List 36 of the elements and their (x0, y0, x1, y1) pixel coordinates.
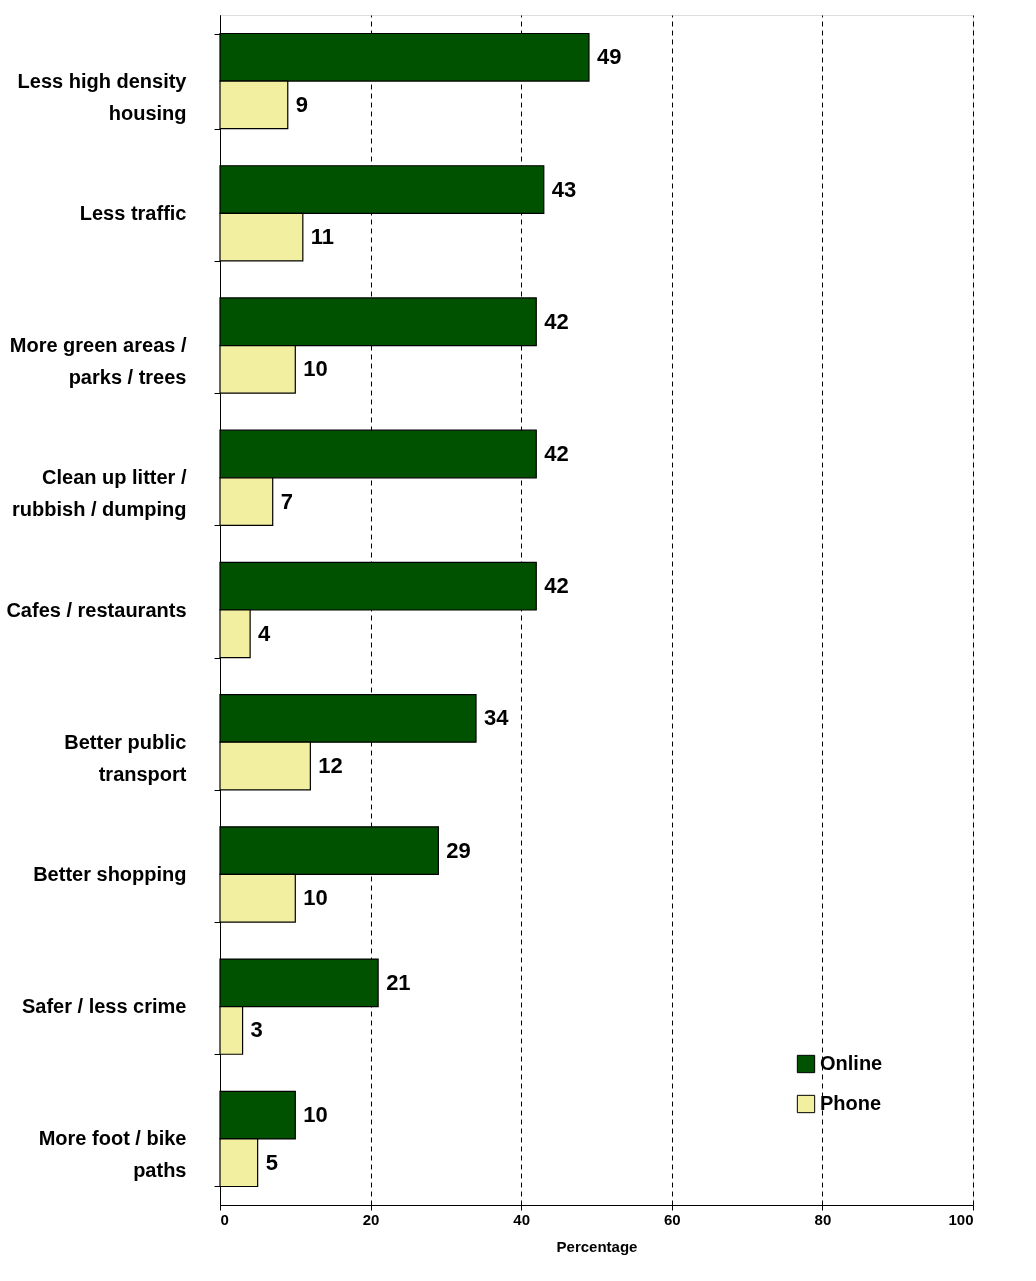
y-tick-label: Less traffic (79, 201, 187, 224)
x-axis-title: Percentage (556, 1237, 638, 1255)
y-tick-label: More green areas / parks / trees (9, 334, 187, 389)
data-label: 49 (596, 44, 622, 70)
data-label: 5 (265, 1149, 278, 1175)
y-tick-label: Less high density housing (17, 69, 188, 124)
y-tick-label: More foot / bike paths (38, 1127, 187, 1182)
y-tick-label: Better shopping (33, 862, 187, 885)
y-tick-label: Clean up litter / rubbish / dumping (12, 466, 187, 521)
data-label: 10 (303, 1102, 328, 1128)
data-label: 7 (280, 488, 293, 514)
data-label: 34 (484, 705, 510, 731)
legend-label: Phone (820, 1092, 882, 1114)
x-tick-label: 0 (220, 1210, 229, 1228)
y-tick-label: Better public transport (64, 730, 187, 785)
data-label: 11 (310, 224, 335, 250)
data-label: 12 (318, 753, 343, 779)
data-label: 42 (544, 440, 569, 466)
x-tick-label: 100 (948, 1210, 974, 1228)
data-label: 9 (295, 91, 309, 117)
data-label: 10 (303, 356, 328, 382)
data-label: 43 (551, 176, 577, 202)
data-label: 3 (250, 1017, 263, 1043)
y-tick-label: Safer / less crime (21, 995, 187, 1018)
data-label: 10 (303, 885, 328, 911)
x-tick-label: 80 (814, 1210, 832, 1228)
data-label: 42 (544, 308, 569, 334)
y-tick-label: Cafes / restaurants (6, 598, 187, 621)
legend-label: Online (820, 1052, 883, 1074)
data-label: 29 (446, 837, 471, 863)
x-tick-label: 20 (362, 1210, 380, 1228)
x-tick-label: 60 (663, 1210, 681, 1228)
data-label: 42 (544, 573, 569, 599)
data-label: 21 (386, 969, 411, 995)
data-label: 4 (258, 620, 272, 646)
x-tick-label: 40 (513, 1210, 531, 1228)
